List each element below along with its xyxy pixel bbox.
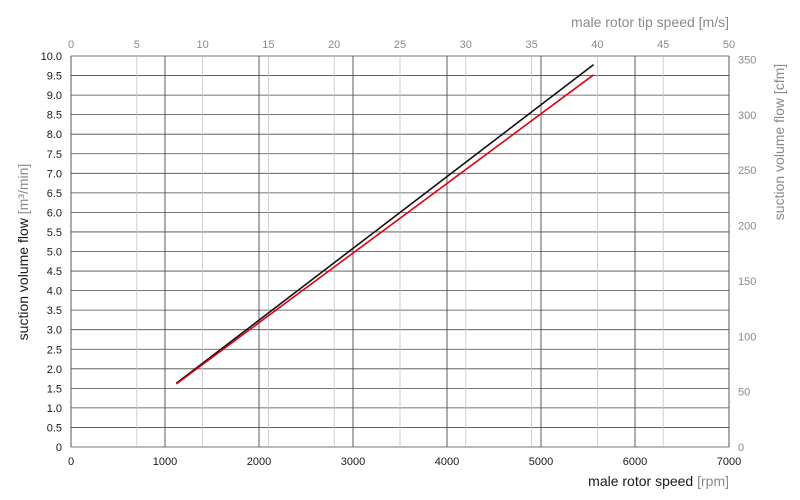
x2-tick-label: 50: [723, 39, 735, 51]
y-tick-label: 1.5: [47, 383, 62, 395]
y-axis-unit: [m³/min]: [15, 164, 31, 215]
y-tick-label: 4.5: [47, 266, 62, 278]
y-tick-label: 0.5: [47, 422, 62, 434]
x2-tick-label: 5: [134, 39, 140, 51]
y-tick-label: 9.5: [47, 71, 62, 83]
x2-tick-label: 45: [657, 39, 669, 51]
y2-axis-unit: [cfm]: [771, 64, 787, 94]
x2-tick-label: 20: [328, 39, 340, 51]
x2-tick-label: 30: [460, 39, 472, 51]
y-tick-label: 6.5: [47, 188, 62, 200]
x-tick-label: 2000: [247, 456, 271, 468]
y-axis-title: suction volume flow [m³/min]: [15, 164, 31, 341]
x2-tick-label: 35: [525, 39, 537, 51]
y2-tick-label: 250: [738, 165, 756, 177]
x2-tick-label: 40: [591, 39, 603, 51]
series-line-1: [175, 63, 595, 384]
y2-tick-label: 50: [738, 387, 750, 399]
x-tick-label: 7000: [717, 456, 741, 468]
x-tick-label: 5000: [529, 456, 553, 468]
x-tick-label: 4000: [435, 456, 459, 468]
y-tick-label: 5.0: [47, 247, 62, 259]
y2-tick-label: 0: [738, 442, 744, 454]
grid: [70, 55, 730, 448]
y2-tick-label: 300: [738, 110, 756, 122]
x-axis-title: male rotor speed [rpm]: [588, 473, 729, 489]
x-tick-label: 0: [68, 456, 74, 468]
y-tick-label: 2.0: [47, 364, 62, 376]
y2-tick-label: 350: [738, 54, 756, 66]
y-tick-label: 9.0: [47, 90, 62, 102]
x-tick-label: 3000: [341, 456, 365, 468]
y-tick-label: 1.0: [47, 403, 62, 415]
x-tick-label: 1000: [153, 456, 177, 468]
x2-axis-unit: [m/s]: [699, 14, 729, 30]
y-tick-label: 5.5: [47, 227, 62, 239]
y-tick-label: 0: [56, 442, 62, 454]
y-tick-label: 8.0: [47, 129, 62, 141]
x-tick-label: 6000: [623, 456, 647, 468]
y-tick-label: 7.5: [47, 149, 62, 161]
y2-tick-label: 150: [738, 276, 756, 288]
series-line-2: [175, 74, 595, 385]
y2-tick-label: 100: [738, 331, 756, 343]
y-tick-label: 6.0: [47, 207, 62, 219]
series-layer: [175, 63, 595, 385]
x-axis-unit: [rpm]: [697, 473, 729, 489]
y-tick-label: 3.0: [47, 325, 62, 337]
x2-tick-label: 0: [68, 39, 74, 51]
y-tick-label: 2.5: [47, 344, 62, 356]
x2-tick-label: 15: [262, 39, 274, 51]
x2-tick-label: 25: [394, 39, 406, 51]
y2-tick-label: 200: [738, 221, 756, 233]
y2-axis-title: suction volume flow [cfm]: [771, 64, 787, 220]
y-tick-label: 8.5: [47, 110, 62, 122]
y-tick-label: 7.0: [47, 168, 62, 180]
x2-axis-title: male rotor tip speed [m/s]: [571, 14, 729, 30]
x2-tick-label: 10: [196, 39, 208, 51]
y-tick-label: 10.0: [41, 51, 62, 63]
y-tick-label: 4.0: [47, 286, 62, 298]
y-tick-label: 3.5: [47, 305, 62, 317]
